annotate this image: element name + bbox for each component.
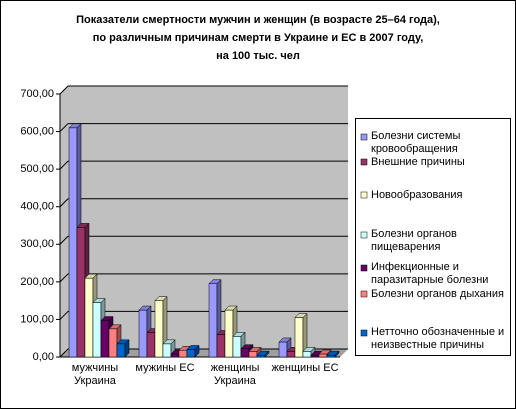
bar-front [318,353,328,358]
legend-swatch [360,290,368,298]
grid-line [59,198,69,208]
bar [294,312,308,358]
legend-swatch [360,191,368,199]
legend-swatch [360,133,368,141]
bar-front [186,349,196,358]
bar-front [108,328,118,358]
bar [256,350,270,358]
bar-front [178,349,188,358]
bar-side [194,344,200,358]
bar-front [162,343,172,358]
bar-front [256,354,266,358]
x-tick-label: мужины ЕС [135,362,195,374]
grid-line [59,123,69,132]
legend-swatch [360,329,368,337]
bar-front [326,354,336,358]
legend-label: Новообразования [371,189,463,201]
y-tick-label: 700,00 [20,88,54,100]
chart-title: Показатели смертности мужчин и женщин (в… [76,14,440,26]
bar-front [208,283,218,358]
legend-swatch [360,231,368,239]
bar-front [310,354,320,358]
legend-swatch [360,264,368,272]
grid-line [59,160,69,170]
bar-side [124,339,130,358]
bar-front [232,336,242,358]
x-tick-label: женщины ЕС [271,362,339,374]
legend-label: Внешние причины [371,156,465,168]
bar-front [302,351,312,358]
y-tick-label: 200,00 [20,276,54,288]
y-tick-label: 500,00 [20,163,54,175]
y-tick-label: 300,00 [20,238,54,250]
bar-front [248,351,258,358]
bar-front [100,320,110,358]
bar-front [216,334,226,358]
legend-label: Инфекционные и паразитарные болезни [371,261,489,286]
y-tick-label: 100,00 [20,313,54,325]
grid-line [59,311,69,320]
bar-front [240,348,250,358]
bar [326,350,340,358]
grid-line [59,235,69,245]
chart-title: по различным причинам смерти в Украине и… [93,32,424,44]
grid-line [59,348,69,358]
bar-front [224,309,234,358]
legend-label: Болезни органов дыхания [371,288,504,300]
legend-swatch [360,158,368,166]
bar-front [154,300,164,358]
x-tick-label: женщины Украина [210,362,260,387]
grid-line [59,273,69,283]
bar-front [294,317,304,358]
y-tick-label: 0,00 [33,351,54,363]
bar-front [138,309,148,358]
legend-label: Болезни органов пищеварения [371,228,457,253]
bar-side [264,350,270,358]
floor [60,349,348,357]
bar-front [170,353,180,358]
legend-box [355,118,511,356]
bar-front [84,277,94,358]
x-tick-label: мужчины Украина [71,362,119,387]
bar-front [278,341,288,358]
bar-front [92,302,102,358]
y-tick-label: 600,00 [20,125,54,137]
bar-front [146,332,156,358]
back-wall [60,86,348,357]
legend-label: Болезни системы кровообращения [371,130,461,155]
legend-label: Нетточно обозначенные и неизвестные прич… [371,326,505,351]
bar [186,344,200,358]
bar-front [76,227,86,358]
bar-front [116,343,126,358]
bar-side [334,350,340,358]
y-tick-label: 400,00 [20,201,54,213]
bar-front [286,351,296,358]
bar-front [68,127,78,358]
chart-title: на 100 тыс. чел [216,50,300,62]
grid-line [59,85,69,95]
bar [116,339,130,358]
